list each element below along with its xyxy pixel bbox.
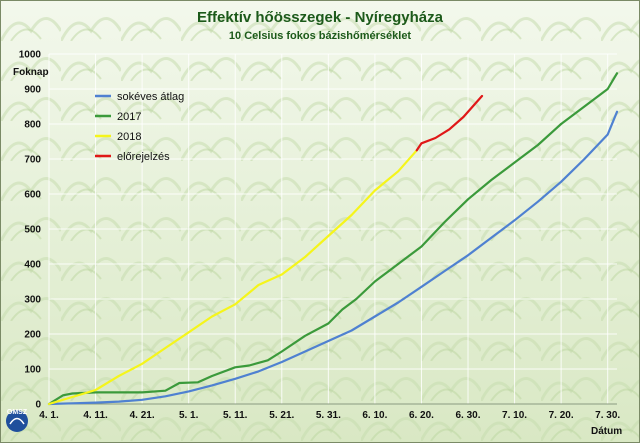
y-tick-label: 700 [24, 155, 41, 166]
omsz-logo-text: OMSZ [7, 409, 28, 416]
x-tick-label: 6. 20. [409, 410, 434, 421]
legend-label-2018: 2018 [117, 131, 141, 143]
x-tick-label: 6. 10. [362, 410, 387, 421]
legend-label-2017: 2017 [117, 111, 141, 123]
y-tick-label: 800 [24, 120, 41, 131]
x-tick-label: 4. 11. [83, 410, 108, 421]
omsz-logo-badge [6, 410, 28, 432]
series-line-sok-ves-tlag [47, 110, 619, 406]
y-tick-label: 100 [24, 365, 41, 376]
x-axis-ticks: 4. 1. 4. 11. 4. 21. 5. 1. 5. 11. 5. 21. 5. 31.… [39, 410, 620, 421]
y-tick-label: 600 [24, 190, 41, 201]
chart-title: Effektív hőösszegek - Nyíregyháza [197, 9, 444, 26]
omsz-logo: OMSZ [6, 409, 28, 432]
x-tick-label: 7. 10. [502, 410, 527, 421]
chart-subtitle: 10 Celsius fokos bázishőmérséklet [229, 30, 412, 42]
x-tick-label: 5. 31. [316, 410, 341, 421]
series-line-2018 [47, 149, 418, 406]
legend: sokéves átlag 2017 2018 előrejelzés [95, 91, 184, 163]
x-tick-label: 5. 21. [269, 410, 294, 421]
x-tick-label: 6. 30. [456, 410, 481, 421]
y-tick-label: 1000 [19, 50, 42, 61]
x-axis-label: Dátum [591, 426, 622, 437]
y-axis-label: Foknap [13, 67, 49, 78]
series-line-2017 [47, 72, 619, 406]
y-tick-label: 0 [35, 400, 41, 411]
x-tick-label: 5. 11. [223, 410, 248, 421]
y-tick-label: 900 [24, 85, 41, 96]
omsz-logo-wave [9, 417, 25, 425]
y-axis-ticks: 0 100 200 300 400 500 600 700 800 900 1000 [19, 50, 42, 411]
y-tick-label: 400 [24, 260, 41, 271]
series-lines [47, 72, 619, 406]
x-tick-label: 4. 1. [39, 410, 59, 421]
legend-label-sok-ves-tlag: sokéves átlag [117, 91, 184, 103]
grid-lines [48, 53, 617, 405]
y-tick-label: 200 [24, 330, 41, 341]
x-tick-label: 4. 21. [130, 410, 155, 421]
y-tick-label: 500 [24, 225, 41, 236]
legend-label-el-rejelz-s: előrejelzés [117, 151, 170, 163]
x-tick-label: 7. 20. [549, 410, 574, 421]
x-tick-label: 7. 30. [595, 410, 620, 421]
series-line-el-rejelz-s [415, 94, 484, 152]
x-tick-label: 5. 1. [179, 410, 199, 421]
y-tick-label: 300 [24, 295, 41, 306]
